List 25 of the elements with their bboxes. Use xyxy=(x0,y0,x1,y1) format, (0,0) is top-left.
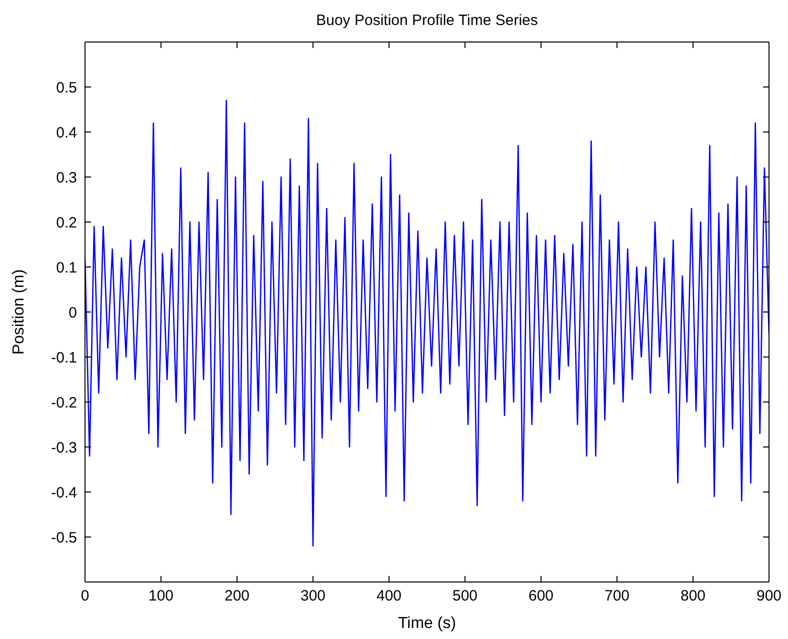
y-tick-label: 0 xyxy=(68,304,77,322)
x-tick-label: 800 xyxy=(680,588,706,605)
y-tick-label: 0.1 xyxy=(56,259,77,276)
y-tick-label: -0.3 xyxy=(51,439,77,456)
x-tick-label: 200 xyxy=(224,588,250,605)
x-tick-label: 600 xyxy=(528,588,554,605)
y-tick-label: 0.5 xyxy=(56,79,77,96)
x-tick-label: 400 xyxy=(376,588,402,605)
x-tick-label: 500 xyxy=(452,588,478,605)
x-axis-title: Time (s) xyxy=(398,615,456,632)
x-tick-label: 900 xyxy=(756,588,782,605)
line-series xyxy=(85,100,769,547)
y-tick-label: -0.4 xyxy=(51,484,77,502)
y-axis-title: Position (m) xyxy=(10,269,28,355)
y-tick-label: -0.2 xyxy=(51,394,77,412)
y-tick-label: 0.2 xyxy=(56,214,77,232)
x-tick-label: 700 xyxy=(604,588,630,605)
x-tick-label: 0 xyxy=(80,588,90,605)
x-tick-label: 100 xyxy=(148,588,174,605)
y-tick-label: 0.3 xyxy=(56,169,77,186)
y-tick-label: -0.1 xyxy=(51,349,77,366)
chart-title: Buoy Position Profile Time Series xyxy=(315,12,539,29)
y-tick-label: -0.5 xyxy=(51,529,77,546)
y-tick-label: 0.4 xyxy=(56,124,77,142)
x-tick-label: 300 xyxy=(300,588,326,605)
